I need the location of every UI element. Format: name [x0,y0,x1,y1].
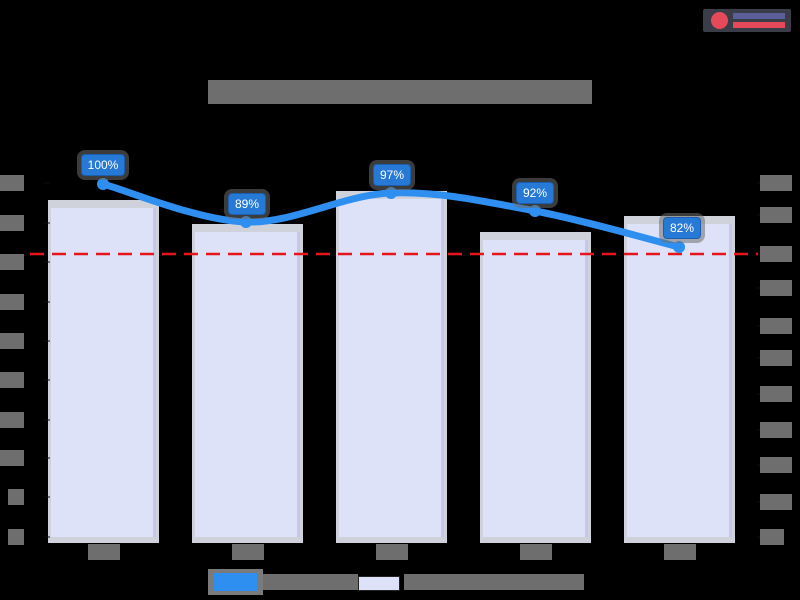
data-label: 100% [81,154,125,176]
right-axis-label [760,386,792,402]
right-axis-label [760,529,784,545]
data-label: 82% [663,217,701,239]
left-axis-label [0,450,24,466]
logo-text-bottom [733,22,785,28]
right-axis-label [760,280,792,296]
right-axis-label [760,422,792,438]
right-axis-label [760,175,792,191]
line-point [673,241,685,253]
right-axis-label [760,457,792,473]
left-axis-label [0,254,24,270]
data-label: 89% [228,193,266,215]
line-point [385,187,397,199]
bar [192,224,303,543]
x-axis-label [88,544,120,560]
legend-swatch-line [208,569,263,595]
left-axis-label [0,175,24,191]
legend-label-line: (redacted) [263,574,358,590]
left-axis-label [8,489,24,505]
bar [48,200,159,543]
left-axis-label [0,372,24,388]
logo-text-top [733,13,785,19]
legend-label-bar: (redacted) [404,574,584,590]
right-axis-label [760,318,792,334]
data-label: 92% [516,182,554,204]
line-point [529,205,541,217]
left-axis-label [0,412,24,428]
right-axis-label [760,494,792,510]
right-axis-label [760,207,792,223]
legend-swatch-bar [358,576,400,591]
left-axis-label [8,529,24,545]
logo-mark-icon [711,12,728,29]
line-point [97,178,109,190]
x-axis-label [232,544,264,560]
bar [336,191,447,543]
brand-logo [703,9,791,32]
line-point [240,216,252,228]
x-axis-label [520,544,552,560]
data-label: 97% [373,164,411,186]
left-axis-label [0,333,24,349]
x-axis-label [664,544,696,560]
left-axis-label [0,294,24,310]
bar [480,232,591,543]
chart-title: (redacted title) [208,80,592,104]
bar [624,216,735,543]
right-axis-label [760,246,792,262]
legend: (redacted) (redacted) [208,569,586,595]
left-axis-label [0,215,24,231]
x-axis-label [376,544,408,560]
right-axis-label [760,350,792,366]
